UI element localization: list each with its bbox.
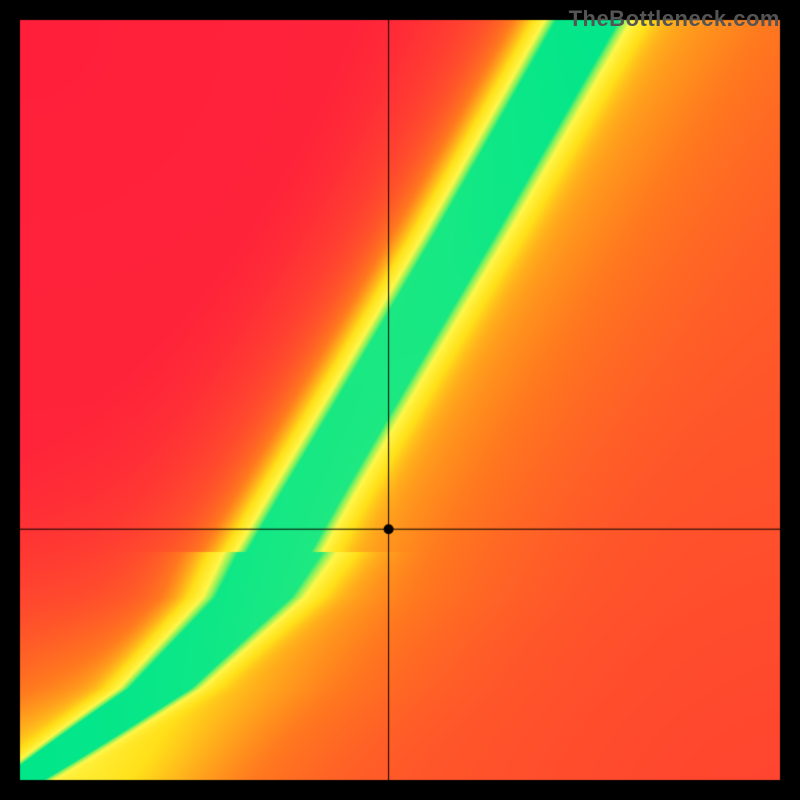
root-container: TheBottleneck.com	[0, 0, 800, 800]
heatmap-canvas	[0, 0, 800, 800]
watermark-text: TheBottleneck.com	[569, 6, 780, 32]
